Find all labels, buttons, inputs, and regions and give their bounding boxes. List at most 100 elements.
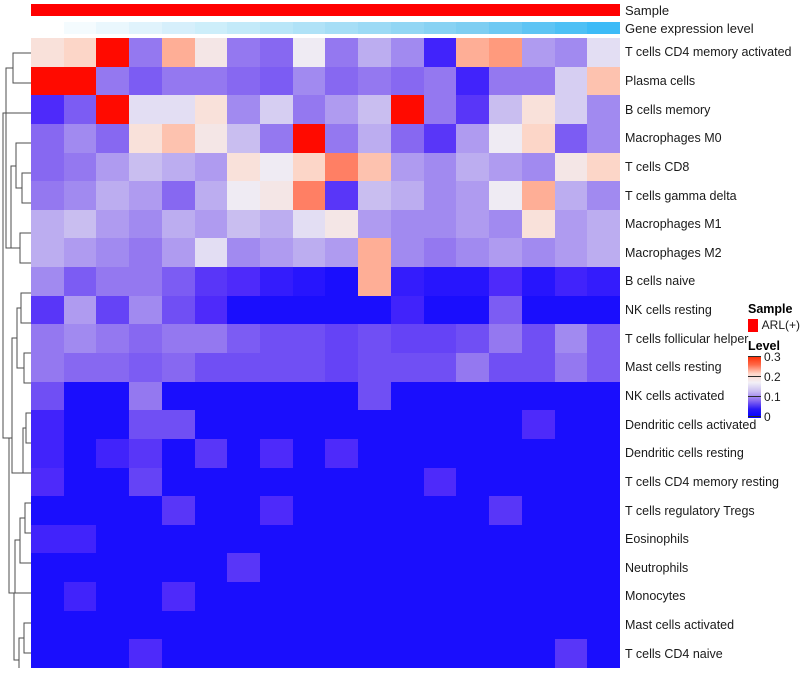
heatmap-cell — [587, 553, 620, 583]
heatmap-cell — [325, 524, 359, 554]
heatmap-cell — [31, 524, 64, 554]
annotation-cell-sample — [521, 4, 555, 16]
heatmap-cell — [31, 639, 64, 668]
heatmap-cell — [292, 438, 326, 468]
row-label-column: T cells CD4 memory activated Plasma cells… — [625, 38, 800, 668]
heatmap-cell — [96, 553, 130, 583]
heatmap-cell — [325, 467, 359, 497]
heatmap-cell — [292, 238, 326, 268]
annotation-cell-gene-expression — [456, 22, 490, 34]
row-label: T cells gamma delta — [625, 188, 737, 203]
heatmap-cell — [194, 66, 228, 96]
annotation-cell-gene-expression — [292, 22, 326, 34]
heatmap-cell — [63, 524, 97, 554]
heatmap-cell — [521, 582, 555, 611]
heatmap-cell — [63, 553, 97, 583]
heatmap-cell — [96, 181, 130, 210]
heatmap-cell — [31, 267, 64, 296]
annotation-cell-gene-expression — [227, 22, 261, 34]
heatmap-cell — [390, 524, 424, 554]
heatmap-cell — [63, 381, 97, 411]
annotation-cell-gene-expression — [423, 22, 457, 34]
heatmap-cell — [423, 410, 457, 439]
heatmap-cell — [587, 610, 620, 640]
heatmap-cell — [96, 123, 130, 153]
heatmap-cell — [521, 381, 555, 411]
row-label: Mast cells resting — [625, 360, 722, 375]
heatmap-cell — [63, 496, 97, 525]
annotation-cell-gene-expression — [161, 22, 195, 34]
heatmap-cell — [260, 438, 293, 468]
heatmap-cell — [489, 181, 522, 210]
heatmap-cell — [587, 66, 620, 96]
heatmap-cell — [161, 524, 195, 554]
heatmap-cell — [31, 582, 64, 611]
heatmap-cell — [587, 38, 620, 67]
heatmap-cell — [358, 209, 391, 239]
heatmap-cell — [129, 123, 162, 153]
annotation-cell-sample — [63, 4, 97, 16]
heatmap-cell — [390, 467, 424, 497]
heatmap-cell — [129, 496, 162, 525]
heatmap-cell — [358, 410, 391, 439]
heatmap-cell — [358, 467, 391, 497]
heatmap-cell — [194, 152, 228, 182]
heatmap-cell — [489, 381, 522, 411]
heatmap-cell — [554, 181, 588, 210]
heatmap-cell — [489, 353, 522, 382]
heatmap-cell — [260, 152, 293, 182]
heatmap-cell — [194, 324, 228, 353]
row-label: T cells CD4 naive — [625, 646, 723, 661]
heatmap-cell — [161, 381, 195, 411]
heatmap-cell — [554, 438, 588, 468]
heatmap-cell — [31, 123, 64, 153]
heatmap-cell — [423, 324, 457, 353]
heatmap-cell — [129, 410, 162, 439]
heatmap-cell — [161, 95, 195, 124]
annotation-cell-gene-expression — [325, 22, 359, 34]
heatmap-cell — [63, 467, 97, 497]
annotation-cell-gene-expression — [129, 22, 162, 34]
heatmap-cell — [489, 152, 522, 182]
annotation-cell-sample — [227, 4, 261, 16]
heatmap-cell — [292, 410, 326, 439]
heatmap-cell — [456, 209, 490, 239]
heatmap-cell — [358, 381, 391, 411]
heatmap-cell — [227, 467, 261, 497]
heatmap-cell — [587, 209, 620, 239]
heatmap-cell — [129, 152, 162, 182]
heatmap-cell — [554, 324, 588, 353]
heatmap-cell — [325, 95, 359, 124]
row-label: NK cells resting — [625, 303, 712, 318]
heatmap-cell — [292, 553, 326, 583]
heatmap-cell — [292, 123, 326, 153]
heatmap-cell — [521, 639, 555, 668]
annotation-cell-sample — [96, 4, 130, 16]
heatmap-cell — [63, 582, 97, 611]
heatmap-cell — [227, 524, 261, 554]
annotation-cell-gene-expression — [96, 22, 130, 34]
legend-level-tick-label: 0.2 — [764, 369, 781, 384]
heatmap-cell — [96, 267, 130, 296]
heatmap-cell — [325, 639, 359, 668]
heatmap-cell — [489, 295, 522, 325]
heatmap-cell — [129, 639, 162, 668]
heatmap-cell — [63, 181, 97, 210]
heatmap-cell — [325, 438, 359, 468]
heatmap-cell — [554, 38, 588, 67]
heatmap-cell — [423, 152, 457, 182]
heatmap-cell — [554, 381, 588, 411]
heatmap-cell — [292, 324, 326, 353]
heatmap-cell — [390, 410, 424, 439]
heatmap-cell — [96, 639, 130, 668]
heatmap-cell — [587, 295, 620, 325]
heatmap-cell — [96, 66, 130, 96]
heatmap-cell — [227, 238, 261, 268]
heatmap-cell — [587, 438, 620, 468]
heatmap-cell — [161, 582, 195, 611]
heatmap-cell — [325, 181, 359, 210]
heatmap-cell — [587, 639, 620, 668]
heatmap-cell — [161, 209, 195, 239]
heatmap-cell — [456, 553, 490, 583]
heatmap-cell — [31, 553, 64, 583]
